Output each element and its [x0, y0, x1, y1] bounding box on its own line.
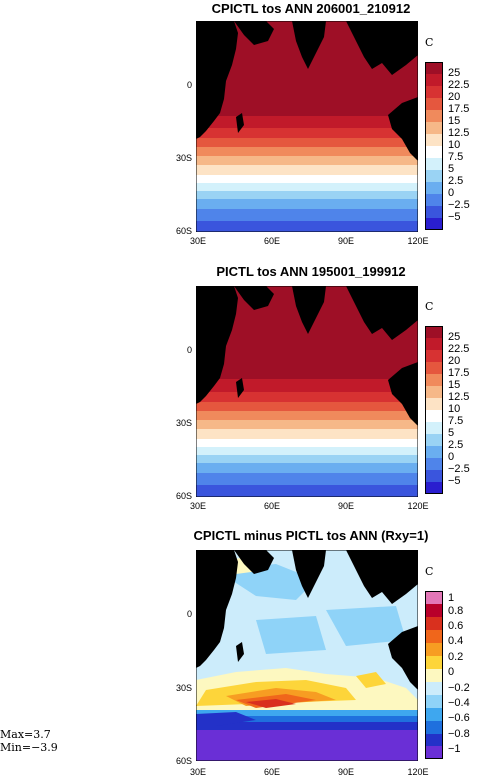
- panel1-ylabel-60s: 60S: [175, 226, 192, 236]
- panel3-xlabel-30e: 30E: [189, 767, 206, 777]
- panel1-cbar-label: 0: [448, 187, 455, 199]
- panel2-cbar-label: −2.5: [448, 463, 470, 475]
- panel2-ylabel-0: 0: [186, 345, 192, 355]
- panel2-cbar-label: −5: [448, 475, 461, 487]
- panel2-cbar-label: 10: [448, 403, 461, 415]
- panel1-cbar-label: 12.5: [448, 127, 470, 139]
- panel3-xlabel-60e: 60E: [263, 767, 280, 777]
- panel3-unit: C: [425, 565, 434, 578]
- panel1-cbar-label: 2.5: [448, 175, 464, 187]
- panel3-cbar-label: 0.6: [448, 620, 464, 632]
- panel2-xlabel-90e: 90E: [337, 501, 354, 511]
- panel3-ylabel-0: 0: [186, 609, 192, 619]
- stats-min: Min=−3.9: [0, 741, 58, 754]
- panel2-ylabel-60s: 60S: [175, 491, 192, 501]
- panel1-cbar-label: 5: [448, 163, 455, 175]
- panel3-title: CPICTL minus PICTL tos ANN (Rxy=1): [193, 528, 429, 543]
- panel3-cbar-label: 0.4: [448, 635, 464, 647]
- panel1-cbar-label: 25: [448, 67, 461, 79]
- panel1-ylabel-0: 0: [186, 80, 192, 90]
- panel2-cbar-label: 15: [448, 379, 461, 391]
- panel3-cbar-label: −0.2: [448, 682, 470, 694]
- panel2-cbar-label: 22.5: [448, 343, 470, 355]
- panel1-map: [196, 21, 418, 232]
- panel1-cbar-label: 20: [448, 91, 461, 103]
- panel1-xlabel-30e: 30E: [189, 236, 206, 246]
- panel2-cbar-label: 12.5: [448, 391, 470, 403]
- stats-max: Max=3.7: [0, 728, 51, 741]
- panel1-xlabel-60e: 60E: [263, 236, 280, 246]
- panel1-xlabel-90e: 90E: [337, 236, 354, 246]
- panel3-colorbar: [425, 591, 443, 759]
- panel3-ylabel-30s: 30S: [175, 683, 192, 693]
- panel1-ylabel-30s: 30S: [175, 153, 192, 163]
- panel2-ylabel-30s: 30S: [175, 418, 192, 428]
- panel2-xlabel-60e: 60E: [263, 501, 280, 511]
- panel3-cbar-label: −0.8: [448, 728, 470, 740]
- panel1-cbar-label: −2.5: [448, 199, 470, 211]
- panel3-cbar-label: 0.8: [448, 605, 464, 617]
- panel2-cbar-label: 0: [448, 451, 455, 463]
- panel2-cbar-label: 5: [448, 427, 455, 439]
- panel3-cbar-label: −0.6: [448, 712, 470, 724]
- panel2-cbar-label: 17.5: [448, 367, 470, 379]
- panel2-xlabel-30e: 30E: [189, 501, 206, 511]
- panel1-xlabel-120e: 120E: [407, 236, 429, 246]
- panel3-xlabel-90e: 90E: [337, 767, 354, 777]
- panel1-cbar-label: 17.5: [448, 103, 470, 115]
- panel2-map: [196, 286, 418, 497]
- panel1-cbar-label: 10: [448, 139, 461, 151]
- panel2-colorbar: [425, 326, 443, 494]
- panel2-cbar-label: 20: [448, 355, 461, 367]
- panel1-colorbar: [425, 62, 443, 230]
- panel1-title: CPICTL tos ANN 206001_210912: [211, 1, 411, 16]
- panel3-cbar-label: 1: [448, 592, 455, 604]
- panel1-unit: C: [425, 36, 434, 49]
- panel2-cbar-label: 2.5: [448, 439, 464, 451]
- panel3-cbar-label: −0.4: [448, 697, 470, 709]
- panel3-xlabel-120e: 120E: [407, 767, 429, 777]
- panel2-cbar-label: 7.5: [448, 415, 464, 427]
- panel2-cbar-label: 25: [448, 331, 461, 343]
- panel2-unit: C: [425, 300, 434, 313]
- panel3-cbar-label: −1: [448, 743, 461, 755]
- panel1-cbar-label: 22.5: [448, 79, 470, 91]
- panel3-cbar-label: 0.2: [448, 651, 464, 663]
- panel1-cbar-label: 7.5: [448, 151, 464, 163]
- panel3-cbar-label: 0: [448, 666, 455, 678]
- panel3-map: [196, 550, 418, 761]
- panel2-title: PICTL tos ANN 195001_199912: [216, 264, 406, 279]
- panel2-xlabel-120e: 120E: [407, 501, 429, 511]
- panel3-ylabel-60s: 60S: [175, 756, 192, 766]
- panel1-cbar-label: 15: [448, 115, 461, 127]
- panel1-cbar-label: −5: [448, 211, 461, 223]
